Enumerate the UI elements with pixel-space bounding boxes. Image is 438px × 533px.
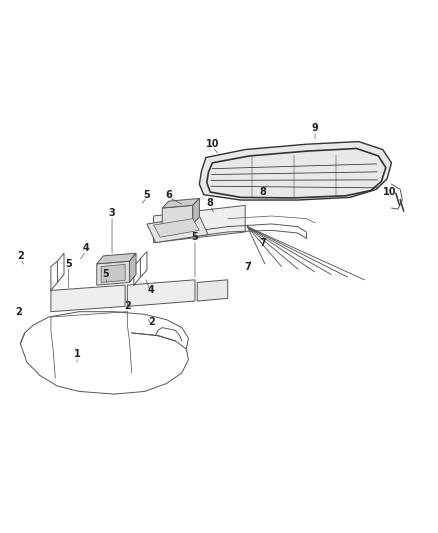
Text: 7: 7 [259, 238, 266, 247]
Polygon shape [197, 280, 228, 301]
Text: 8: 8 [259, 187, 266, 197]
Text: 6: 6 [166, 190, 172, 200]
Text: 9: 9 [312, 123, 318, 133]
Text: 4: 4 [148, 286, 155, 295]
Text: 2: 2 [15, 306, 21, 317]
Text: 3: 3 [109, 208, 115, 219]
Text: 2: 2 [124, 301, 131, 311]
Polygon shape [97, 261, 130, 285]
Polygon shape [153, 205, 245, 243]
Text: 2: 2 [17, 251, 24, 261]
Polygon shape [51, 285, 125, 312]
Polygon shape [127, 280, 195, 306]
Text: 10: 10 [206, 139, 219, 149]
Polygon shape [130, 253, 136, 282]
Text: 4: 4 [82, 243, 89, 253]
Polygon shape [162, 198, 199, 208]
Text: 2: 2 [148, 317, 155, 327]
Text: 7: 7 [244, 262, 251, 271]
Text: 5: 5 [144, 190, 150, 200]
Text: 1: 1 [74, 349, 81, 359]
Text: 10: 10 [382, 187, 396, 197]
Text: 8: 8 [207, 198, 214, 208]
Text: 5: 5 [102, 270, 109, 279]
Polygon shape [147, 216, 208, 243]
Polygon shape [162, 205, 193, 227]
Text: 5: 5 [65, 259, 72, 269]
Polygon shape [101, 264, 125, 282]
Text: 5: 5 [191, 232, 198, 243]
Polygon shape [199, 142, 392, 200]
Polygon shape [153, 219, 199, 237]
Polygon shape [97, 253, 136, 264]
Polygon shape [193, 198, 199, 224]
